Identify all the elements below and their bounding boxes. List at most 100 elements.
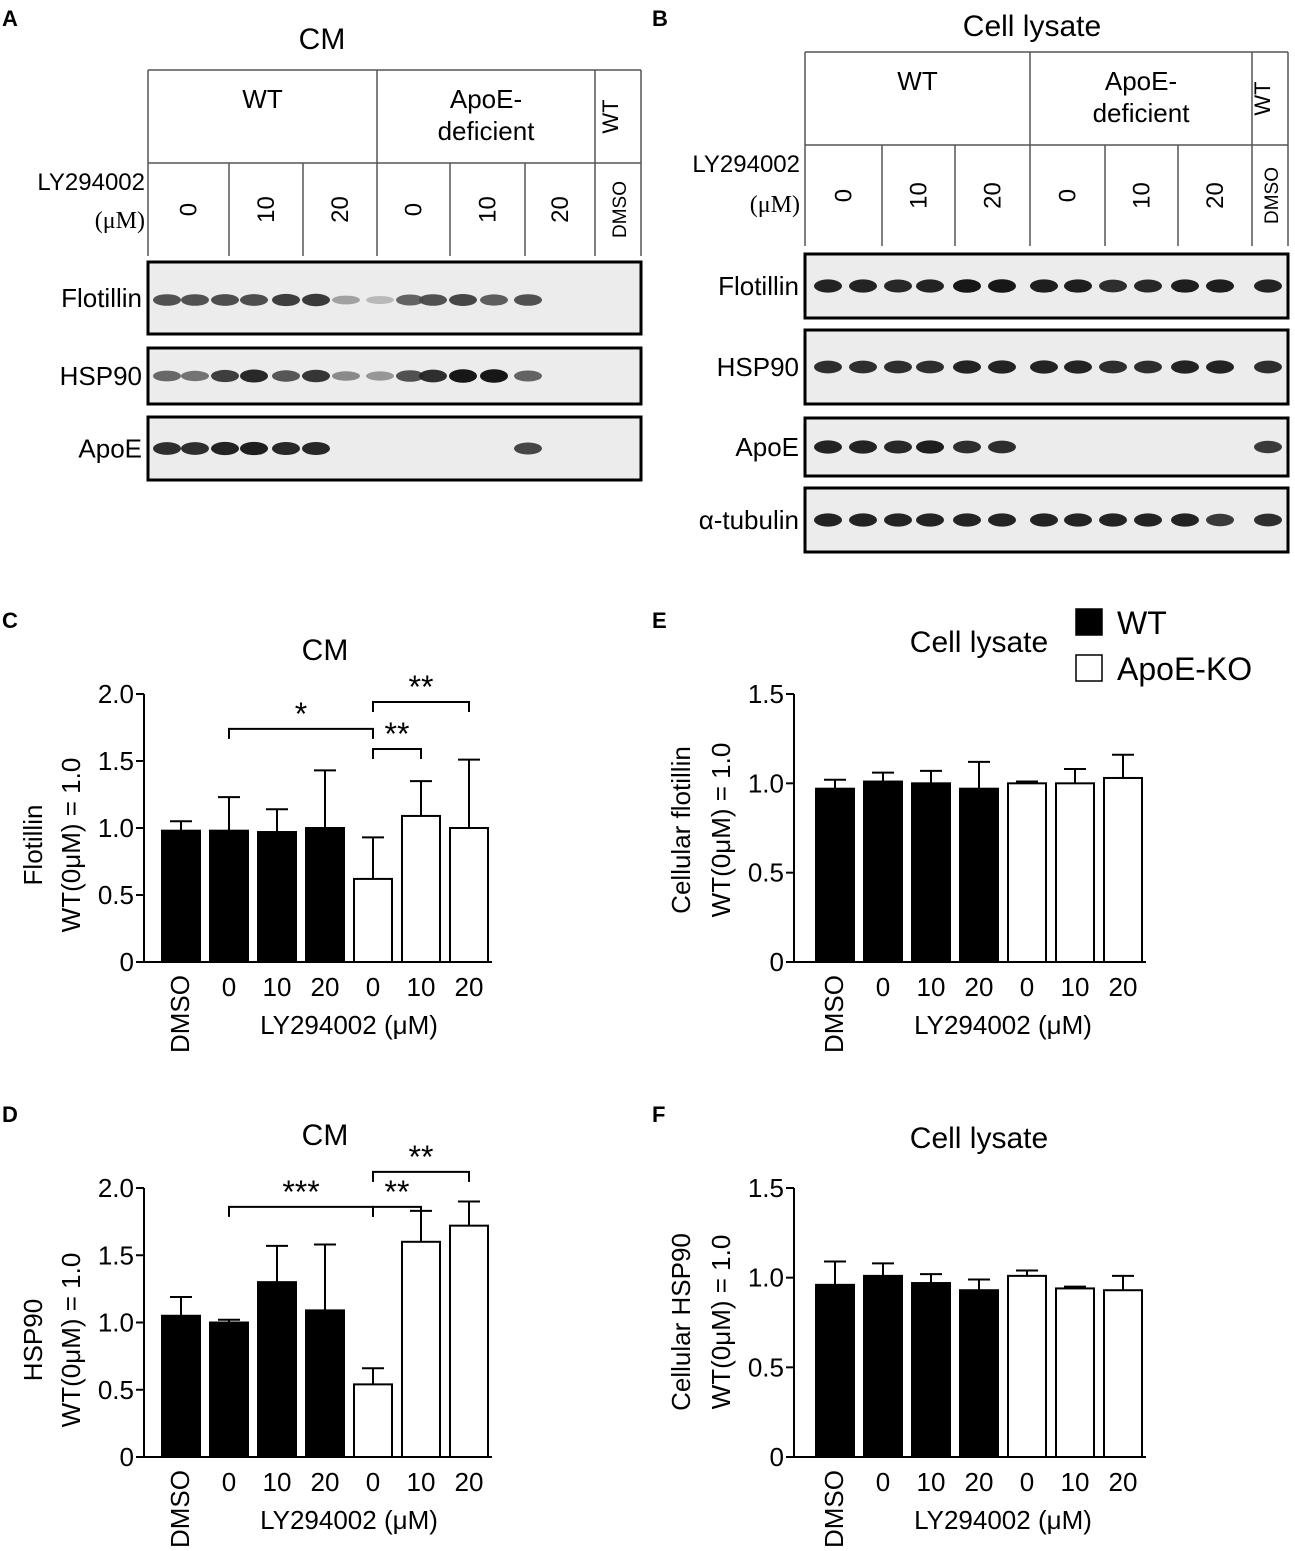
lane-label: 10	[1129, 182, 1156, 209]
x-tick-label: 0	[1020, 972, 1034, 1002]
lane-label: DMSO	[1262, 167, 1283, 224]
bar	[305, 1309, 345, 1459]
protein-label: α-tubulin	[699, 505, 799, 535]
x-tick-label: 20	[455, 972, 484, 1002]
significance-label: **	[385, 1174, 410, 1210]
significance-bracket	[372, 1205, 422, 1217]
legend-label-apoe-ko: ApoE-KO	[1117, 651, 1252, 687]
y-tick-label: 0	[120, 1442, 134, 1472]
blot-strip-flotillin: Flotillin	[718, 252, 1290, 320]
protein-band	[396, 294, 424, 306]
y-tick-label: 0.5	[748, 1352, 784, 1382]
chart-title: CM	[302, 1119, 349, 1152]
x-tick-label: 20	[455, 1467, 484, 1497]
protein-band	[332, 371, 360, 381]
protein-band	[1099, 360, 1127, 374]
bar	[911, 1282, 951, 1458]
group-label-line: deficient	[438, 116, 536, 146]
y-axis-label: Cellular flotillin	[666, 746, 696, 914]
protein-band	[916, 279, 944, 293]
protein-band	[419, 294, 447, 306]
protein-band	[514, 442, 542, 455]
bar	[815, 787, 855, 964]
protein-band	[1206, 360, 1234, 374]
protein-label: Flotillin	[718, 271, 799, 301]
x-axis-label: LY294002 (μM)	[914, 1010, 1092, 1040]
blot-panel-b: Cell lysate WT ApoE-deficient WT LY294002 (μM…	[692, 10, 1290, 554]
protein-band	[211, 369, 239, 383]
group-label-apoe-deficient: ApoE-deficient	[1093, 66, 1191, 128]
protein-band	[1030, 279, 1058, 293]
protein-band	[1254, 513, 1282, 527]
significance-bracket	[372, 701, 470, 713]
y-tick-label: 1.5	[98, 1240, 134, 1270]
group-label-wt-control: WT	[1250, 81, 1275, 115]
x-tick-label: 0	[222, 972, 236, 1002]
bar	[1055, 782, 1095, 963]
treatment-unit: (μM)	[750, 192, 800, 218]
western-blots: CM WT ApoE-deficient WT LY294002 (μM) 0 10 20 0 10…	[37, 10, 1290, 554]
lane-label: 10	[475, 196, 502, 223]
x-tick-label: 20	[965, 972, 994, 1002]
y-axis-label: Flotillin	[18, 805, 48, 886]
lane-label: DMSO	[610, 181, 631, 238]
chart-title: Cell lysate	[910, 1122, 1048, 1155]
protein-band	[1099, 513, 1127, 527]
protein-band	[1064, 513, 1092, 527]
protein-band	[181, 442, 209, 455]
bar	[353, 1383, 393, 1458]
blot-strip--tubulin: α-tubulin	[699, 486, 1290, 554]
protein-band	[211, 441, 239, 456]
protein-label: HSP90	[60, 361, 142, 391]
protein-label: Flotillin	[61, 283, 142, 313]
protein-band	[1134, 513, 1162, 527]
x-tick-label: 10	[917, 1467, 946, 1497]
bar	[161, 829, 201, 963]
bar	[959, 1289, 999, 1458]
y-tick-label: 0	[770, 1442, 784, 1472]
protein-band	[988, 279, 1016, 293]
chart-f: Cell lysate 0 0.5 1.0 1.5 Cellular HSP90 WT(0μ…	[666, 1122, 1146, 1548]
panel-label-e: E	[652, 608, 667, 633]
group-label-line: ApoE-	[450, 84, 522, 114]
protein-band	[814, 440, 842, 454]
bar	[305, 827, 345, 963]
protein-band	[916, 360, 944, 374]
x-tick-label: 10	[263, 972, 292, 1002]
bar	[209, 1321, 249, 1458]
x-tick-label: DMSO	[819, 975, 849, 1053]
blot-strip-frame	[803, 416, 1290, 478]
treatment-label: LY294002	[37, 169, 145, 196]
legend-label-wt: WT	[1117, 605, 1167, 641]
protein-band	[953, 279, 981, 293]
protein-band	[272, 441, 300, 456]
chart-title: Cell lysate	[910, 626, 1048, 659]
protein-band	[1099, 279, 1127, 293]
y-tick-label: 2.0	[98, 679, 134, 709]
x-tick-label: 0	[366, 972, 380, 1002]
y-tick-label: 0.5	[98, 880, 134, 910]
protein-band	[814, 360, 842, 374]
blot-strip-hsp90: HSP90	[60, 346, 643, 406]
x-tick-label: 10	[407, 1467, 436, 1497]
protein-band	[480, 369, 508, 383]
lane-label: 20	[327, 196, 354, 223]
protein-band	[916, 440, 944, 454]
protein-label: ApoE	[78, 434, 142, 464]
y-tick-label: 1.5	[748, 1173, 784, 1203]
protein-band	[849, 360, 877, 374]
lane-label: 20	[1202, 182, 1229, 209]
protein-band	[153, 442, 181, 455]
protein-band	[240, 441, 268, 456]
x-tick-label: 20	[1109, 1467, 1138, 1497]
protein-band	[480, 294, 508, 306]
blot-strip-apoe: ApoE	[735, 416, 1290, 478]
protein-band	[1254, 279, 1282, 293]
x-tick-label: DMSO	[165, 975, 195, 1053]
x-axis-label: LY294002 (μM)	[260, 1505, 438, 1535]
chart-title: CM	[302, 634, 349, 667]
chart-e: Cell lysate 0 0.5 1.0 1.5 Cellular flotillin W…	[666, 626, 1146, 1053]
lane-label: 0	[176, 203, 203, 216]
protein-band	[366, 296, 394, 304]
